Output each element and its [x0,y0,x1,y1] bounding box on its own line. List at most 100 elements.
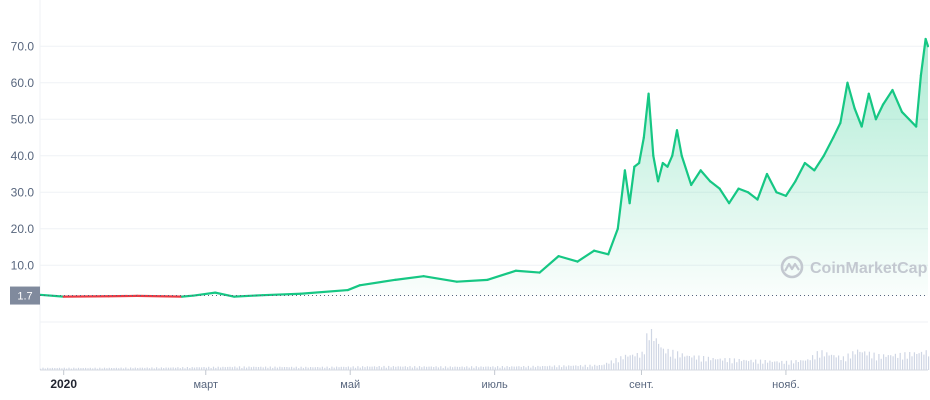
price-segment [192,291,217,297]
volume-bar [561,367,563,370]
volume-bar [925,350,927,370]
price-segment [839,81,849,125]
volume-bar [902,359,904,370]
volume-bar [314,367,316,370]
volume-bar [887,355,889,370]
volume-bar [658,343,660,370]
y-tick-label: 60.0 [11,76,35,90]
volume-bar [198,367,200,370]
price-segment [915,74,922,128]
volume-bar [714,359,717,370]
volume-bar [137,368,139,370]
volume-bar [231,367,233,370]
x-tick-label: май [340,379,360,391]
volume-bar [707,356,709,370]
volume-bar [234,366,236,370]
volume-bar [340,366,342,370]
volume-bar [390,367,392,370]
price-segment [860,92,870,128]
volume-bar [281,367,283,370]
volume-bar [693,355,695,370]
volume-bar [96,368,98,370]
volume-bar [80,368,82,370]
volume-bar [795,360,797,370]
volume-bar [527,365,529,370]
volume-bar [130,367,132,370]
volume-bar [686,355,688,370]
volume-bar [336,366,338,370]
price-segment [299,288,349,295]
volume-bar [203,367,205,370]
volume-bar [565,366,567,370]
price-segment [765,172,778,194]
volume-bar [684,356,686,370]
volume-bar [627,356,629,370]
volume-bar [752,362,754,370]
volume-bar [77,367,80,370]
volume-bar [430,366,432,370]
x-axis-ticks: 2020 март май июль сент. нояб. [40,369,928,391]
volume-bar [286,367,288,370]
volume-bar [842,356,844,370]
volume-bar [411,367,413,370]
volume-bar [864,351,866,370]
x-tick-label: сент. [629,379,654,391]
volume-bar [388,365,390,370]
volume-bar [300,366,302,370]
volume-bar [54,368,56,370]
volume-bar [433,367,435,370]
volume-bar [816,351,818,370]
volume-bar [674,358,676,370]
volume-bar [141,367,143,370]
volume-bar [497,366,499,370]
volume-bar [662,348,664,370]
volume-bar [426,366,428,370]
volume-bar [357,366,359,370]
volume-bar [196,367,198,370]
volume-bar [421,367,423,370]
volume-bar [170,367,172,370]
volume-bar [736,362,738,370]
volume-bar [755,359,757,370]
price-segment [607,227,619,256]
price-segment [346,284,361,292]
volume-bar [700,361,702,370]
volume-bar [205,367,207,370]
volume-bar [42,367,44,370]
volume-bar [146,367,148,370]
volume-bar [397,366,399,370]
volume-bar [688,356,690,370]
volume-bar [546,366,548,370]
volume-bar [516,366,518,370]
price-segment [656,161,664,183]
y-tick-label: 10.0 [11,258,35,272]
volume-bar [909,352,911,370]
volume-bar [698,355,700,370]
volume-bar [489,366,492,370]
volume-bar [156,367,158,370]
volume-bar [56,368,58,370]
volume-bar [369,366,371,370]
volume-bar [866,355,868,370]
volume-bar [144,367,146,370]
price-segment [727,187,740,205]
volume-bar [511,366,513,370]
x-tick-label: нояб. [772,379,800,391]
price-segment [699,169,712,183]
volume-bar [61,368,63,370]
volume-bar [148,368,151,370]
volume-bar [601,365,603,370]
reference-label: 1.7 [17,291,32,303]
volume-bar [103,367,106,370]
volume-bar [343,366,345,370]
volume-bar [852,351,854,370]
volume-bar [712,358,714,370]
price-segment [737,187,750,194]
volume-bar [454,366,456,370]
volume-bar [288,367,290,370]
volume-bar [94,367,96,370]
volume-bar [878,354,880,370]
volume-bar [350,367,352,370]
reference-line: 1.7 [10,286,928,305]
volume-bar [163,368,165,370]
